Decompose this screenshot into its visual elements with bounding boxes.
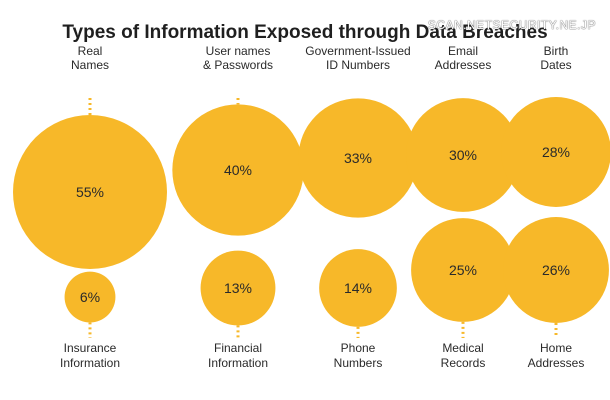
bubble-government-issued-id-numbers xyxy=(298,98,418,218)
category-label-insurance-information-line2: Information xyxy=(60,356,120,370)
bubble-home-addresses xyxy=(503,217,609,323)
value-label-birth-dates: 28% xyxy=(542,144,570,160)
bubble-real-names xyxy=(13,115,167,269)
value-label-real-names: 55% xyxy=(76,184,104,200)
category-label-user-names-passwords-line1: User names xyxy=(206,44,271,58)
category-label-financial-information-line1: Financial xyxy=(214,341,262,355)
category-label-email-addresses-line2: Addresses xyxy=(435,58,492,72)
category-label-government-issued-id-numbers-line1: Government-Issued xyxy=(305,44,410,58)
bubble-medical-records xyxy=(411,218,515,322)
value-label-user-names-passwords: 40% xyxy=(224,162,252,178)
bubble-birth-dates xyxy=(501,97,610,207)
value-label-government-issued-id-numbers: 33% xyxy=(344,150,372,166)
category-label-user-names-passwords-line2: & Passwords xyxy=(203,58,273,72)
category-label-medical-records-line2: Records xyxy=(441,356,486,370)
bubble-financial-information xyxy=(200,250,276,326)
chart-title: Types of Information Exposed through Dat… xyxy=(62,22,548,43)
category-label-email-addresses-line1: Email xyxy=(448,44,478,58)
bubble-insurance-information xyxy=(64,271,116,323)
category-label-medical-records-line1: Medical xyxy=(442,341,483,355)
category-label-financial-information-line2: Information xyxy=(208,356,268,370)
category-label-real-names-line2: Names xyxy=(71,58,109,72)
value-label-insurance-information: 6% xyxy=(80,289,100,305)
bubble-phone-numbers xyxy=(319,249,397,327)
category-label-home-addresses-line1: Home xyxy=(540,341,572,355)
category-label-birth-dates-line2: Dates xyxy=(540,58,571,72)
category-label-phone-numbers-line1: Phone xyxy=(341,341,376,355)
bubble-email-addresses xyxy=(406,98,520,212)
value-label-phone-numbers: 14% xyxy=(344,280,372,296)
category-label-government-issued-id-numbers-line2: ID Numbers xyxy=(326,58,390,72)
value-label-financial-information: 13% xyxy=(224,280,252,296)
category-label-phone-numbers-line2: Numbers xyxy=(334,356,383,370)
value-label-email-addresses: 30% xyxy=(449,147,477,163)
category-label-home-addresses-line2: Addresses xyxy=(528,356,585,370)
watermark: SCAN.NETSECURITY.NE.JP xyxy=(427,18,596,32)
value-label-medical-records: 25% xyxy=(449,262,477,278)
value-label-home-addresses: 26% xyxy=(542,262,570,278)
category-label-insurance-information-line1: Insurance xyxy=(64,341,117,355)
category-label-birth-dates-line1: Birth xyxy=(544,44,569,58)
bubble-user-names-passwords xyxy=(172,104,304,236)
category-label-real-names-line1: Real xyxy=(78,44,103,58)
